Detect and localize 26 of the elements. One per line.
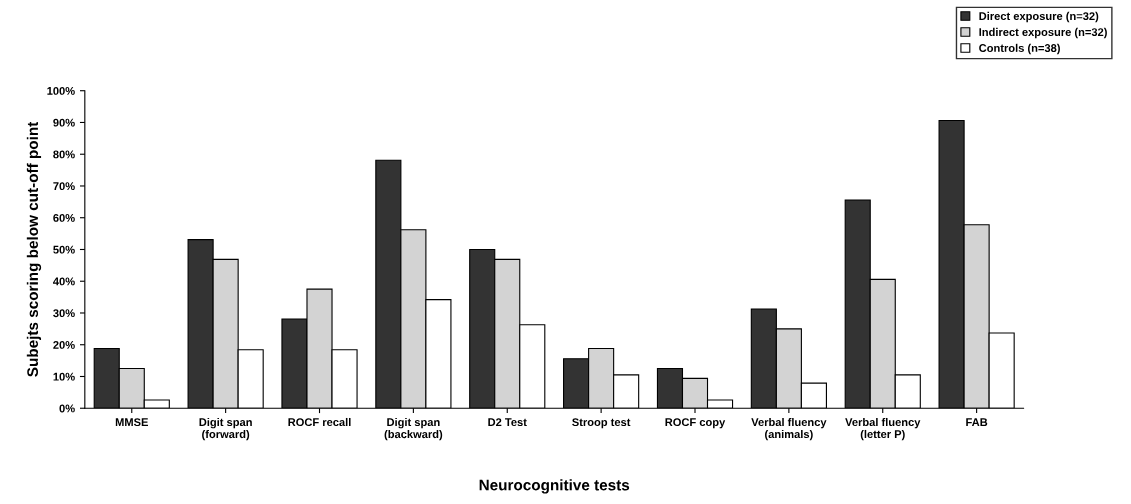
y-axis-title: Subejts scoring below cut-off point — [26, 121, 42, 377]
y-tick-label: 20% — [53, 341, 75, 349]
legend-label: Direct exposure (n=32) — [979, 11, 1099, 23]
y-tick-label: 70% — [53, 182, 75, 191]
y-tick-label: 60% — [53, 214, 75, 222]
x-tick-label: FAB — [966, 418, 988, 427]
legend-label: Controls (n=38) — [979, 43, 1060, 55]
legend-label: Indirect exposure (n=32) — [979, 27, 1107, 39]
x-tick-label: Digit span (backward) — [384, 417, 443, 441]
x-tick-label: ROCF recall — [288, 417, 351, 427]
x-axis-title: Neurocognitive tests — [479, 479, 630, 494]
y-tick-label: 90% — [53, 118, 75, 127]
x-tick-label: D2 Test — [488, 418, 527, 427]
y-tick-label: 100% — [47, 86, 75, 95]
y-tick-label: 10% — [53, 372, 75, 381]
x-tick-label: Digit span (forward) — [199, 417, 252, 441]
y-tick-label: 50% — [53, 245, 75, 254]
y-tick-label: 0% — [59, 404, 75, 413]
y-tick-label: 40% — [53, 277, 75, 286]
x-tick-label: Verbal fluency (animals) — [751, 417, 827, 441]
x-tick-label: Verbal fluency (letter P) — [845, 417, 921, 441]
x-tick-label: ROCF copy — [665, 418, 726, 429]
y-tick-label: 30% — [53, 309, 75, 318]
x-tick-label: Stroop test — [572, 418, 631, 429]
x-tick-label: MMSE — [115, 418, 148, 427]
y-tick-label: 80% — [53, 150, 75, 159]
